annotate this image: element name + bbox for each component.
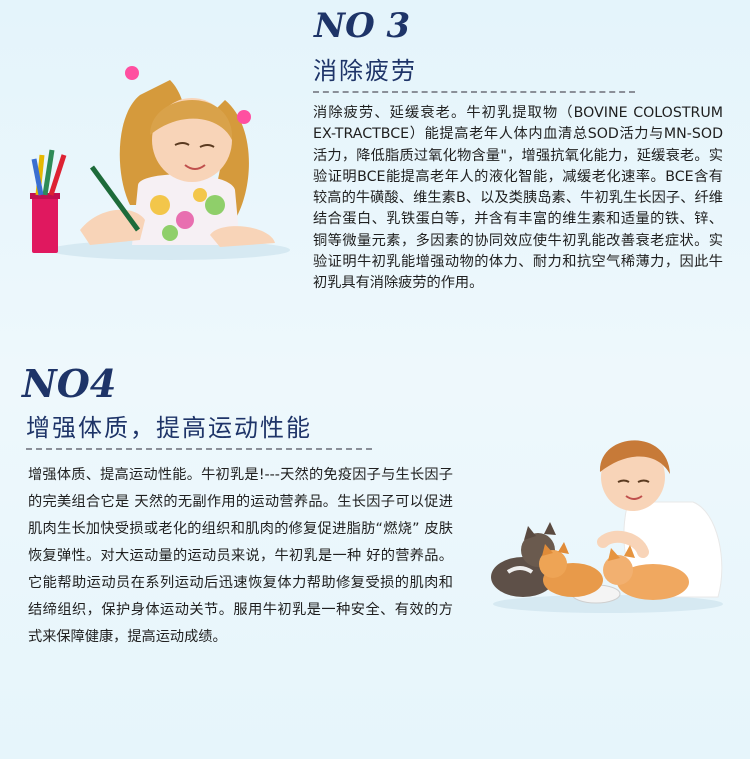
section4-title: 增强体质，提高运动性能 [26,414,312,442]
girl-drawing-illustration [30,66,290,260]
child-with-kittens-illustration [491,440,723,613]
section3-title: 消除疲劳 [313,57,417,85]
section4-divider [26,448,372,450]
section3-body: 消除疲劳、延缓衰老。牛初乳提取物（BOVINE COLOSTRUM EX-TRA… [313,105,723,292]
section4-number: NO4 [22,361,117,406]
section3-number: NO 3 [314,6,411,46]
section4-body: 增强体质、提高运动性能。牛初乳是!---天然的免疫因子与生长因子的完美组合它是 … [28,467,453,645]
section3-divider [313,91,635,93]
